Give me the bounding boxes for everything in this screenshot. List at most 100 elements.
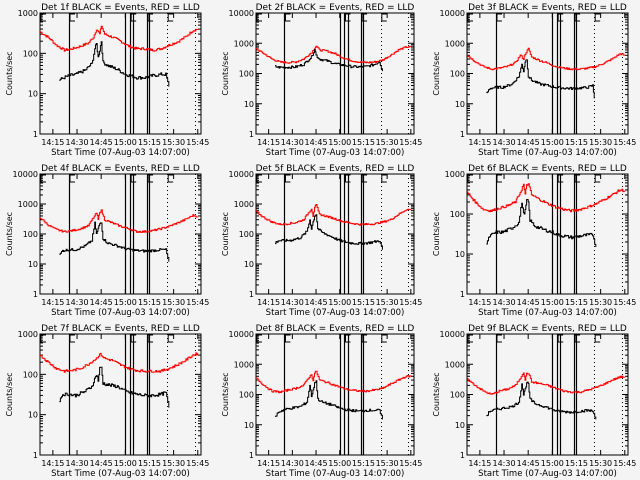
x-axis-label: Start Time (07-Aug-03 14:07:00): [51, 469, 190, 479]
x-tick-label: 15:15: [565, 138, 588, 147]
marker-label-glyph: [284, 13, 291, 22]
x-tick-label: 15:15: [352, 298, 375, 307]
marker-label-glyph: [167, 174, 174, 183]
marker-label-glyph: [361, 334, 368, 343]
x-tick-label: 15:30: [162, 459, 185, 468]
lld-series-line: [256, 370, 412, 394]
panel-det-2: Det 2f BLACK = Events, RED = LLD 1 10 100 10…: [221, 3, 422, 158]
x-tick-label: 14:30: [65, 459, 88, 468]
x-axis-label: Start Time (07-Aug-03 14:07:00): [478, 469, 617, 479]
plot-frame: [255, 12, 415, 135]
x-tick-label: 14:45: [305, 138, 328, 147]
y-tick-label: 10: [28, 90, 38, 99]
y-tick-label: 10000: [229, 170, 254, 179]
x-tick-label: 15:45: [613, 459, 636, 468]
y-tick-label: 10000: [13, 170, 38, 179]
y-tick-label: 1: [249, 451, 254, 460]
x-tick-label: 15:30: [589, 459, 612, 468]
y-tick-label: 1: [33, 451, 38, 460]
marker-label-glyph: [167, 13, 174, 22]
x-tick-label: 14:30: [65, 298, 88, 307]
lld-series-line: [467, 47, 626, 71]
events-series-line: [59, 221, 170, 262]
marker-label-glyph: [344, 174, 351, 183]
marker-label-glyph: [594, 13, 601, 22]
marker-label-glyph: [40, 13, 46, 22]
x-tick-label: 14:30: [281, 459, 304, 468]
marker-label-glyph: [256, 334, 262, 343]
y-tick-label: 10000: [440, 9, 465, 18]
marker-label-glyph: [574, 174, 581, 183]
marker-label-glyph: [574, 13, 581, 22]
y-tick-label: 1: [460, 130, 465, 139]
x-tick-label: 15:15: [352, 459, 375, 468]
x-axis-label: Start Time (07-Aug-03 14:07:00): [266, 308, 405, 318]
plot-frame: [39, 12, 202, 135]
y-tick-label: 100: [23, 370, 38, 379]
events-series-line: [486, 59, 595, 99]
y-axis-label: Counts/sec: [221, 51, 230, 95]
y-tick-label: 1000: [18, 9, 38, 18]
y-tick-label: 10: [244, 100, 254, 109]
marker-label-glyph: [69, 174, 75, 183]
lld-series-line: [256, 204, 412, 226]
x-axis-label: Start Time (07-Aug-03 14:07:00): [51, 148, 190, 158]
y-tick-label: 100: [23, 230, 38, 239]
plot-frame: [39, 173, 202, 295]
x-tick-label: 15:15: [138, 298, 161, 307]
lld-series-line: [467, 183, 626, 213]
x-tick-label: 15:00: [328, 138, 351, 147]
x-tick-label: 14:45: [305, 298, 328, 307]
marker-label-glyph: [256, 13, 262, 22]
x-tick-label: 15:45: [186, 459, 209, 468]
lld-series-line: [256, 45, 412, 64]
panel-det-3: Det 3f BLACK = Events, RED = LLD 1 10 100 10…: [432, 3, 636, 158]
marker-label-glyph: [467, 13, 473, 22]
marker-label-glyph: [40, 334, 46, 343]
plot-frame: [466, 12, 629, 135]
y-tick-label: 100: [450, 70, 465, 79]
x-tick-label: 15:30: [162, 298, 185, 307]
y-axis-label: Counts/sec: [432, 372, 441, 416]
x-axis-label: Start Time (07-Aug-03 14:07:00): [266, 469, 405, 479]
y-axis-label: Counts/sec: [5, 372, 14, 416]
x-tick-label: 15:15: [138, 459, 161, 468]
panel-det-6: Det 6f BLACK = Events, RED = LLD 1 10 100 10…: [432, 164, 636, 318]
x-axis-label: Start Time (07-Aug-03 14:07:00): [51, 308, 190, 318]
marker-label-glyph: [381, 174, 387, 183]
marker-label-glyph: [496, 334, 502, 343]
x-tick-label: 14:30: [492, 459, 515, 468]
marker-label-glyph: [256, 174, 262, 183]
marker-label-glyph: [147, 334, 154, 343]
y-tick-label: 100: [23, 49, 38, 58]
x-tick-label: 15:45: [613, 138, 636, 147]
panel-title: Det 2f BLACK = Events, RED = LLD: [256, 3, 415, 13]
marker-label-glyph: [381, 334, 387, 343]
y-tick-label: 1000: [234, 39, 254, 48]
x-tick-label: 15:00: [541, 298, 564, 307]
y-tick-label: 1: [33, 130, 38, 139]
marker-label-glyph: [557, 334, 564, 343]
panel-title: Det 9f BLACK = Events, RED = LLD: [468, 324, 627, 334]
y-tick-label: 1000: [445, 39, 465, 48]
x-tick-label: 14:30: [281, 298, 304, 307]
x-tick-label: 15:00: [114, 138, 137, 147]
x-tick-label: 14:45: [305, 459, 328, 468]
y-tick-label: 10: [455, 100, 465, 109]
y-axis-label: Counts/sec: [221, 372, 230, 416]
x-tick-label: 15:45: [399, 298, 422, 307]
x-tick-label: 14:30: [492, 138, 515, 147]
marker-label-glyph: [130, 13, 137, 22]
x-tick-label: 14:15: [468, 459, 491, 468]
x-tick-label: 15:45: [613, 298, 636, 307]
x-tick-label: 14:15: [257, 459, 280, 468]
y-tick-label: 10: [244, 260, 254, 269]
marker-label-glyph: [40, 174, 46, 183]
marker-label-glyph: [557, 174, 564, 183]
x-tick-label: 14:45: [90, 459, 113, 468]
marker-label-glyph: [496, 174, 502, 183]
panel-title: Det 3f BLACK = Events, RED = LLD: [468, 3, 627, 13]
x-tick-label: 15:00: [541, 138, 564, 147]
plot-frame: [466, 173, 629, 295]
